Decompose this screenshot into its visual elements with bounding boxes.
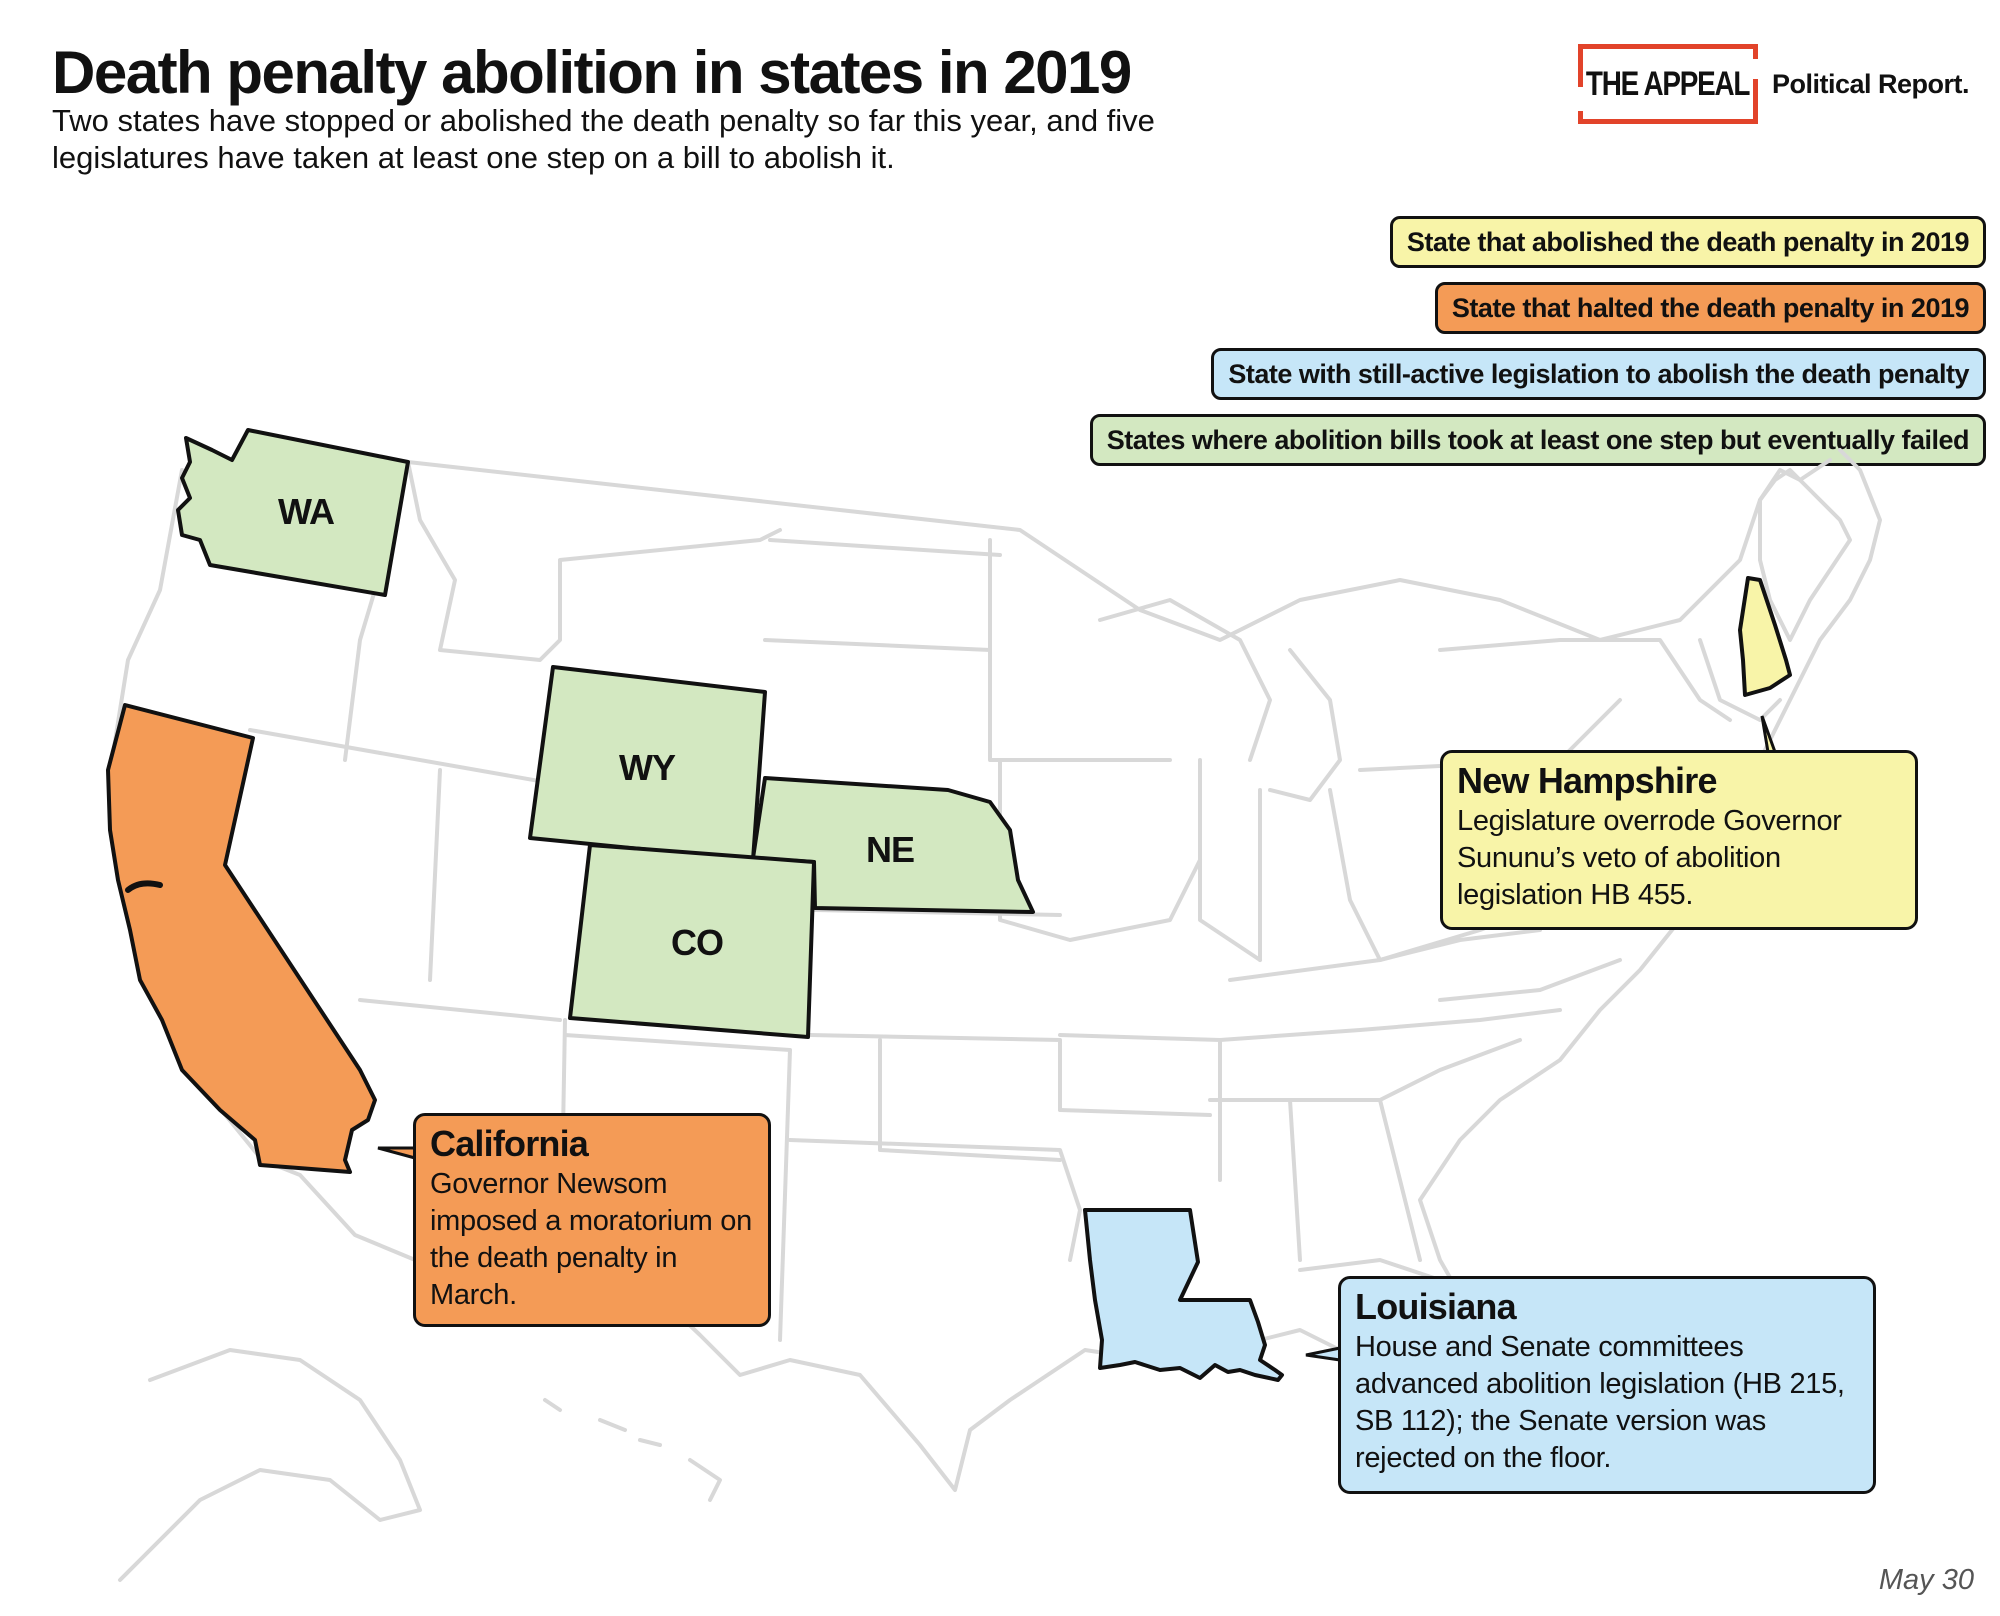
alaska-coast bbox=[118, 1348, 422, 1582]
map-legend: State that abolished the death penalty i… bbox=[1089, 216, 1986, 466]
legend-item-failed: States where abolition bills took at lea… bbox=[1089, 414, 1986, 466]
legend-item-active: State with still-active legislation to a… bbox=[1211, 348, 1986, 400]
state-label-ne: NE bbox=[866, 829, 914, 870]
mo-ar bbox=[1058, 1033, 1222, 1182]
ms-al bbox=[1208, 1098, 1302, 1262]
state-wa bbox=[176, 428, 410, 597]
callout-louisiana-body: House and Senate committees advanced abo… bbox=[1355, 1331, 1845, 1474]
dakotas-border bbox=[768, 538, 1002, 557]
brand-logo: THE APPEAL Political Report. bbox=[1577, 44, 1970, 124]
callout-new-hampshire: New Hampshire Legislature overrode Gover… bbox=[1440, 750, 1918, 930]
nc-sc bbox=[1438, 958, 1622, 1002]
id-mt-border bbox=[406, 460, 782, 662]
state-label-wa: WA bbox=[278, 491, 335, 532]
al-ga bbox=[1288, 1098, 1422, 1262]
maine bbox=[1758, 468, 1852, 642]
il-in bbox=[1198, 758, 1262, 962]
callout-louisiana-title: Louisiana bbox=[1355, 1286, 1517, 1327]
state-label-wy: WY bbox=[619, 747, 676, 788]
ca-callout-pointer bbox=[377, 1146, 416, 1160]
wi-mi bbox=[1098, 598, 1272, 762]
map-subtitle: Two states have stopped or abolished the… bbox=[52, 103, 1155, 175]
mi-lower bbox=[1268, 648, 1342, 802]
la-callout-pointer bbox=[1305, 1346, 1341, 1362]
date-stamp: May 30 bbox=[1878, 1564, 1974, 1596]
brand-logo-box: THE APPEAL bbox=[1577, 44, 1759, 124]
state-co bbox=[568, 843, 816, 1039]
brand-tagline: Political Report. bbox=[1772, 68, 1970, 99]
tx-ok-line bbox=[878, 1038, 1062, 1162]
ky-line bbox=[1228, 928, 1542, 982]
ut-az-border bbox=[358, 998, 562, 1022]
oh-pa bbox=[1328, 788, 1382, 962]
dakotas-nd-sd bbox=[763, 638, 992, 652]
nm-tx bbox=[563, 1033, 792, 1342]
callout-louisiana: Louisiana House and Senate committees ad… bbox=[1338, 1276, 1876, 1494]
callout-california-title: California bbox=[430, 1123, 589, 1164]
tx-inner bbox=[788, 1138, 1082, 1262]
vt-ma bbox=[1698, 638, 1782, 722]
state-nh bbox=[1738, 576, 1792, 697]
callout-california-body: Governor Newsom imposed a moratorium on … bbox=[430, 1168, 752, 1311]
highlighted-states bbox=[106, 428, 1792, 1382]
state-la bbox=[1083, 1208, 1284, 1382]
ks-ok-line bbox=[808, 1033, 1062, 1112]
brand-name: THE APPEAL bbox=[1586, 64, 1750, 103]
callout-new-hampshire-title: New Hampshire bbox=[1457, 760, 1718, 801]
state-label-co: CO bbox=[671, 922, 723, 963]
ga-sc bbox=[1378, 1038, 1522, 1102]
hawaii-islands bbox=[543, 1398, 722, 1502]
state-ca bbox=[106, 703, 377, 1174]
callout-california: California Governor Newsom imposed a mor… bbox=[413, 1113, 771, 1327]
tn-ky bbox=[1218, 1008, 1562, 1042]
ny-outline bbox=[1438, 638, 1732, 722]
ne-ks-line bbox=[813, 908, 1062, 917]
base-states bbox=[110, 448, 1882, 1582]
map-title: Death penalty abolition in states in 201… bbox=[52, 39, 1132, 106]
northern-border bbox=[406, 458, 1832, 642]
legend-item-abolished: State that abolished the death penalty i… bbox=[1389, 216, 1986, 268]
callout-new-hampshire-body: Legislature overrode Governor Sununu’s v… bbox=[1457, 805, 1842, 911]
mn-line bbox=[988, 538, 1172, 762]
or-id-border bbox=[343, 578, 380, 762]
legend-item-halted: State that halted the death penalty in 2… bbox=[1434, 282, 1986, 334]
ar-ms bbox=[1058, 1108, 1212, 1117]
nv-ut-border bbox=[428, 768, 442, 982]
ca-bay-mark bbox=[125, 880, 163, 893]
